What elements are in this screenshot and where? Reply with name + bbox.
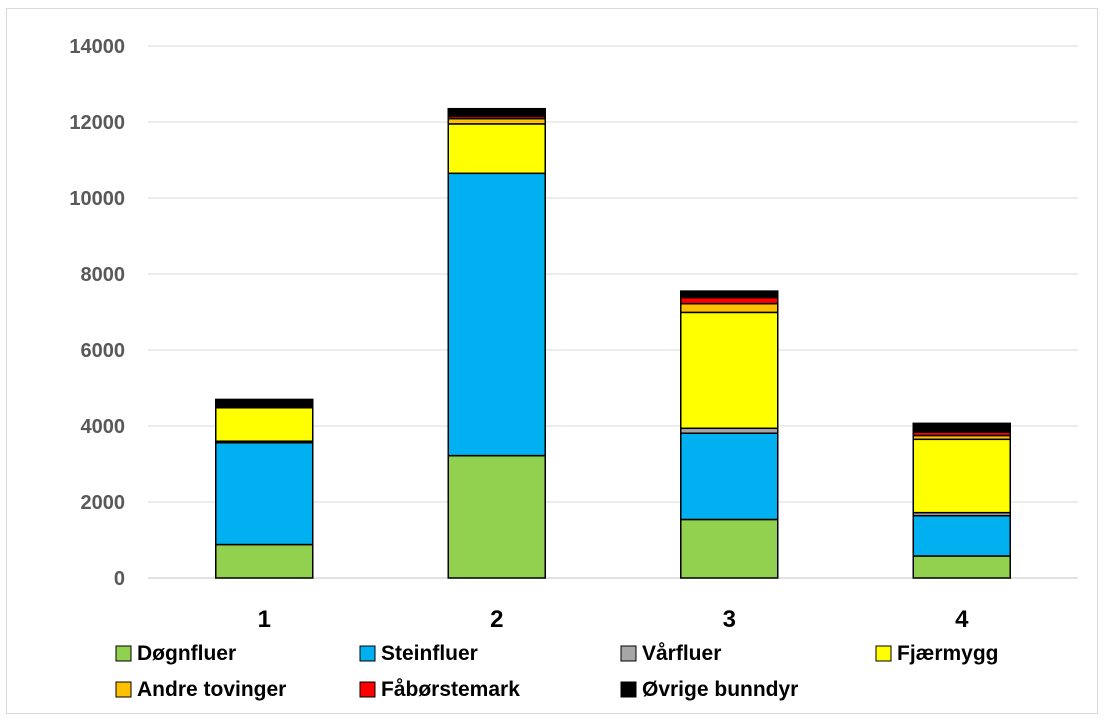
bar-segment xyxy=(215,398,314,407)
legend-label: Øvrige bunndyr xyxy=(642,678,798,701)
bar-segment xyxy=(912,422,1011,433)
legend-swatch xyxy=(115,645,132,662)
legend-swatch xyxy=(359,645,376,662)
bar-segment xyxy=(680,518,779,579)
bar-segment xyxy=(215,407,314,442)
legend-label: Fåbørstemark xyxy=(381,678,520,701)
legend-swatch xyxy=(115,681,132,698)
y-tick-label: 6000 xyxy=(81,340,126,362)
x-tick-label: 4 xyxy=(955,606,969,633)
bar-segment xyxy=(447,107,546,118)
y-tick-label: 4000 xyxy=(81,416,126,438)
legend-label: Steinfluer xyxy=(381,642,478,665)
x-tick-label: 1 xyxy=(258,606,271,633)
y-tick-label: 10000 xyxy=(69,188,125,210)
y-tick-label: 8000 xyxy=(81,264,126,286)
legend-label: Vårfluer xyxy=(642,642,721,665)
bar-segment xyxy=(912,438,1011,514)
legend-label: Andre tovinger xyxy=(137,678,286,701)
x-tick-label: 2 xyxy=(490,606,503,633)
bar-segment xyxy=(447,172,546,457)
legend-label: Fjærmygg xyxy=(897,642,999,665)
bar-segment xyxy=(680,432,779,521)
legend-swatch xyxy=(359,681,376,698)
bar-segment xyxy=(680,311,779,430)
y-tick-label: 12000 xyxy=(69,112,125,134)
x-tick-label: 3 xyxy=(723,606,736,633)
bar-segment xyxy=(215,441,314,546)
bar-segment xyxy=(680,290,779,299)
bar-segment xyxy=(447,454,546,579)
legend-swatch xyxy=(620,645,637,662)
bar-segment xyxy=(680,296,779,305)
chart-frame xyxy=(6,8,1098,714)
legend-swatch xyxy=(620,681,637,698)
bar-segment xyxy=(215,543,314,579)
bar-segment xyxy=(680,302,779,314)
y-tick-label: 0 xyxy=(114,568,125,590)
y-tick-label: 2000 xyxy=(81,492,126,514)
y-tick-label: 14000 xyxy=(69,36,125,58)
legend-swatch xyxy=(875,645,892,662)
legend-label: Døgnfluer xyxy=(137,642,236,665)
bar-segment xyxy=(912,555,1011,579)
bar-segment xyxy=(447,117,546,125)
bar-segment xyxy=(912,514,1011,557)
bar-segment xyxy=(447,123,546,175)
